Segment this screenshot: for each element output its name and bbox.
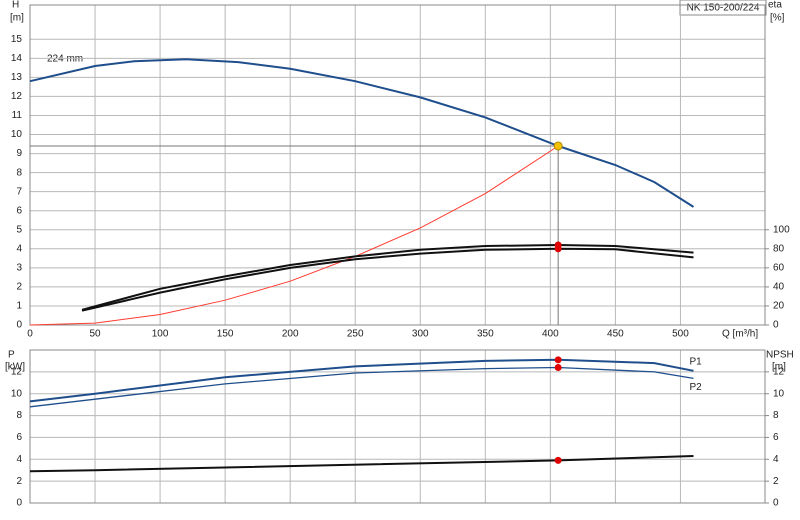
y-tick-label: 2 — [16, 476, 22, 487]
y-tick-label: 6 — [16, 205, 22, 216]
y-tick-label: 0 — [16, 498, 22, 509]
x-tick-label: 50 — [89, 329, 101, 340]
curve — [81, 243, 694, 311]
data-point — [554, 356, 562, 364]
y2-tick-label: 0 — [773, 498, 779, 509]
data-point — [554, 363, 562, 371]
y2-tick-label: 60 — [773, 262, 785, 273]
y-tick-label: 15 — [11, 34, 23, 45]
y2-axis-unit: [m] — [772, 362, 786, 373]
y-axis-label: H — [12, 0, 19, 11]
duty-point — [553, 141, 563, 151]
y2-tick-label: 0 — [773, 320, 779, 331]
y2-tick-label: 8 — [773, 410, 779, 421]
curve — [81, 247, 694, 312]
y2-tick-label: 6 — [773, 432, 779, 443]
y2-tick-label: 20 — [773, 301, 785, 312]
x-tick-label: 0 — [27, 329, 33, 340]
x-tick-label: 200 — [282, 329, 299, 340]
x-axis-label: Q [m³/h] — [722, 329, 758, 340]
y2-tick-label: 40 — [773, 282, 785, 293]
y-tick-label: 3 — [16, 262, 22, 273]
x-tick-label: 100 — [152, 329, 169, 340]
y-tick-label: 6 — [16, 432, 22, 443]
y2-tick-label: 100 — [773, 224, 790, 235]
y-tick-label: 8 — [16, 410, 22, 421]
y-tick-label: 2 — [16, 282, 22, 293]
y-tick-label: 4 — [16, 454, 22, 465]
y-tick-label: 5 — [16, 224, 22, 235]
y-axis-unit: [kW] — [5, 362, 25, 373]
data-point — [554, 245, 562, 253]
y-tick-label: 11 — [12, 110, 23, 121]
plot-frame — [29, 349, 766, 504]
annotation: 224 mm — [47, 54, 83, 65]
curve — [29, 145, 559, 326]
y-tick-label: 9 — [16, 148, 22, 159]
y-tick-label: 4 — [16, 243, 22, 254]
curve — [29, 455, 694, 473]
x-tick-label: 450 — [607, 329, 624, 340]
chart-title: NK 150-200/224 — [687, 3, 760, 14]
curve — [29, 358, 694, 403]
y2-tick-label: 12 — [773, 366, 785, 377]
x-tick-label: 150 — [217, 329, 234, 340]
y-tick-label: 1 — [16, 301, 22, 312]
plot-frame — [29, 4, 766, 326]
curve — [29, 366, 694, 408]
y2-axis-unit: [%] — [770, 13, 785, 24]
y2-tick-label: 80 — [773, 243, 785, 254]
y-tick-label: 7 — [16, 186, 22, 197]
y2-tick-label: 10 — [773, 388, 785, 399]
curve — [29, 58, 695, 208]
y2-axis-label: eta — [768, 0, 782, 11]
y-tick-label: 8 — [16, 167, 22, 178]
y-tick-label: 10 — [11, 129, 23, 140]
series-label: P2 — [689, 382, 702, 393]
x-tick-label: 500 — [672, 329, 689, 340]
x-tick-label: 250 — [347, 329, 364, 340]
y-tick-label: 12 — [11, 366, 23, 377]
y-tick-label: 10 — [11, 388, 23, 399]
y2-tick-label: 4 — [773, 454, 779, 465]
y-tick-label: 14 — [11, 53, 23, 64]
x-tick-label: 300 — [412, 329, 429, 340]
x-tick-label: 350 — [477, 329, 494, 340]
y-tick-label: 12 — [11, 91, 23, 102]
data-point — [554, 456, 562, 464]
y-axis-unit: [m] — [10, 13, 24, 24]
y-tick-label: 13 — [11, 72, 23, 83]
y2-tick-label: 2 — [773, 476, 779, 487]
y-axis-label: P — [8, 350, 15, 361]
series-label: P1 — [689, 356, 702, 367]
y2-axis-label: NPSH — [766, 350, 794, 361]
y-tick-label: 0 — [16, 320, 22, 331]
x-tick-label: 400 — [542, 329, 559, 340]
